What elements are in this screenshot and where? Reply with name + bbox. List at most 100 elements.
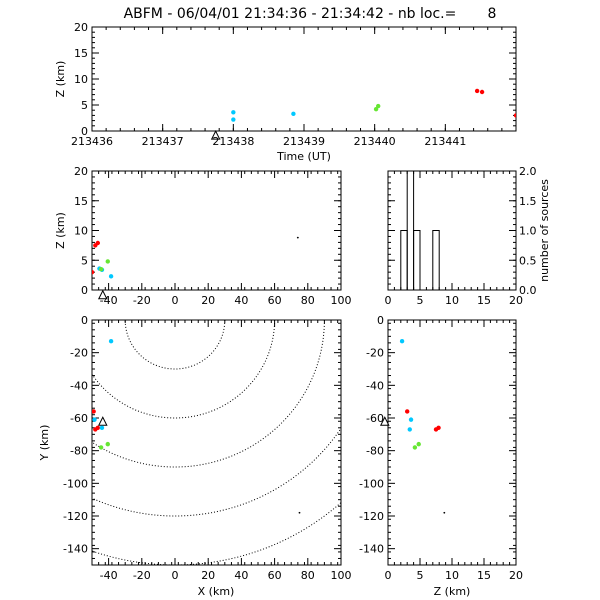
y-tick-label: 20 (74, 165, 88, 178)
x-tick-label: 10 (445, 569, 459, 582)
x-tick-label: 213441 (424, 135, 466, 148)
source-point (376, 103, 381, 109)
y-tick-label: 0.0 (519, 284, 537, 297)
x-tick-label: 20 (509, 569, 523, 582)
source-points (399, 339, 446, 514)
x-tick-label: 80 (301, 294, 315, 307)
source-point (443, 511, 446, 514)
x-tick-label: 100 (331, 294, 352, 307)
y-tick-label: -100 (63, 477, 88, 490)
x-tick-label: 20 (201, 569, 215, 582)
source-point (408, 417, 414, 422)
y-tick-label: 15 (74, 47, 88, 60)
source-point (231, 110, 236, 115)
x-tick-label: -40 (100, 569, 118, 582)
x-tick-label: 5 (417, 294, 424, 307)
x-tick-label: 20 (201, 294, 215, 307)
source-point (513, 113, 516, 118)
source-point (416, 441, 421, 447)
source-point (405, 409, 410, 414)
x-tick-label: -20 (133, 569, 151, 582)
y-tick-label: -140 (63, 543, 88, 556)
source-point (291, 111, 296, 117)
source-point (436, 425, 441, 430)
station-triangle-icon (97, 416, 108, 426)
x-tick-label: 10 (445, 294, 459, 307)
source-point (412, 445, 418, 450)
x-tick-label: 0 (385, 294, 392, 307)
source-point (98, 266, 104, 272)
plot-frame (91, 319, 342, 566)
y-tick-label: 0 (377, 314, 384, 327)
x-tick-label: 0 (172, 294, 179, 307)
source-point (92, 417, 97, 422)
source-point (399, 339, 405, 344)
y-tick-label: -60 (70, 412, 88, 425)
x-tick-label: 15 (477, 569, 491, 582)
x-z-panel: -40 -20 0 20 40 60 80 100 0 5 10 15 20 Z (km) (54, 165, 352, 307)
y-axis-label: Y (km) (38, 425, 51, 462)
y-axis-label: Z (km) (54, 61, 67, 98)
source-point (108, 339, 114, 344)
y-tick-label: 0.5 (519, 254, 537, 267)
y-tick-label: 5 (81, 254, 88, 267)
y-tick-label: 1.0 (519, 225, 537, 238)
time-height-panel: 213436 213437 213438 213439 213440 213441 0 5 10… (54, 21, 517, 163)
source-point (296, 236, 299, 239)
x-tick-label: 0 (172, 569, 179, 582)
x-tick-label: 213439 (283, 135, 325, 148)
x-tick-label: 5 (417, 569, 424, 582)
x-tick-label: 80 (301, 569, 315, 582)
y-tick-label: -60 (366, 412, 384, 425)
y-tick-label: 2.0 (519, 165, 537, 178)
z-y-panel: 0 5 10 15 20 -140 -120 -100 -80 -60 -40 -20 0 Z (km) (359, 314, 523, 598)
x-tick-label: 60 (268, 569, 282, 582)
y-tick-label: 20 (74, 21, 88, 34)
y-tick-label: 10 (74, 225, 88, 238)
source-point (92, 269, 95, 275)
y-tick-label: -140 (359, 543, 384, 556)
source-points (231, 88, 516, 122)
y-tick-label: 0 (81, 284, 88, 297)
source-point (373, 106, 379, 112)
x-tick-label: 213436 (71, 135, 113, 148)
y-tick-label: -100 (359, 477, 384, 490)
x-tick-label: 20 (509, 294, 523, 307)
source-point (479, 89, 485, 95)
x-tick-label: 40 (234, 294, 248, 307)
source-point (99, 425, 105, 430)
source-point (95, 240, 101, 246)
y-axis-label: number of sources (538, 179, 551, 282)
x-y-panel: -40 -20 0 20 40 60 80 100 -140 -120 -100 -80 -60 -40 -… (38, 314, 352, 598)
station-triangle-icon (97, 289, 108, 300)
y-tick-label: 10 (74, 73, 88, 86)
y-tick-label: 15 (74, 195, 88, 208)
x-tick-label: 15 (477, 294, 491, 307)
source-point (407, 427, 412, 432)
x-tick-label: 40 (234, 569, 248, 582)
station-triangle-icon (210, 130, 221, 140)
source-point (92, 409, 96, 414)
figure-title: ABFM - 06/04/01 21:34:36 - 21:34:42 - nb… (124, 6, 497, 22)
source-point (105, 259, 110, 264)
y-tick-label: 5 (81, 99, 88, 112)
y-axis-label: Z (km) (54, 212, 67, 249)
x-tick-label: 213437 (142, 135, 184, 148)
y-tick-label: -40 (366, 379, 384, 392)
y-tick-label: -20 (366, 347, 384, 360)
y-tick-label: -80 (366, 445, 384, 458)
source-point (98, 445, 104, 450)
x-tick-label: -20 (133, 294, 151, 307)
y-tick-label: 0 (81, 125, 88, 138)
x-tick-label: 60 (268, 294, 282, 307)
y-tick-label: -40 (70, 379, 88, 392)
source-point (108, 274, 114, 279)
x-tick-label: 213440 (354, 135, 396, 148)
x-tick-label: -40 (100, 294, 118, 307)
y-tick-label: -80 (70, 445, 88, 458)
source-points (92, 236, 299, 279)
y-tick-label: -120 (63, 510, 88, 523)
